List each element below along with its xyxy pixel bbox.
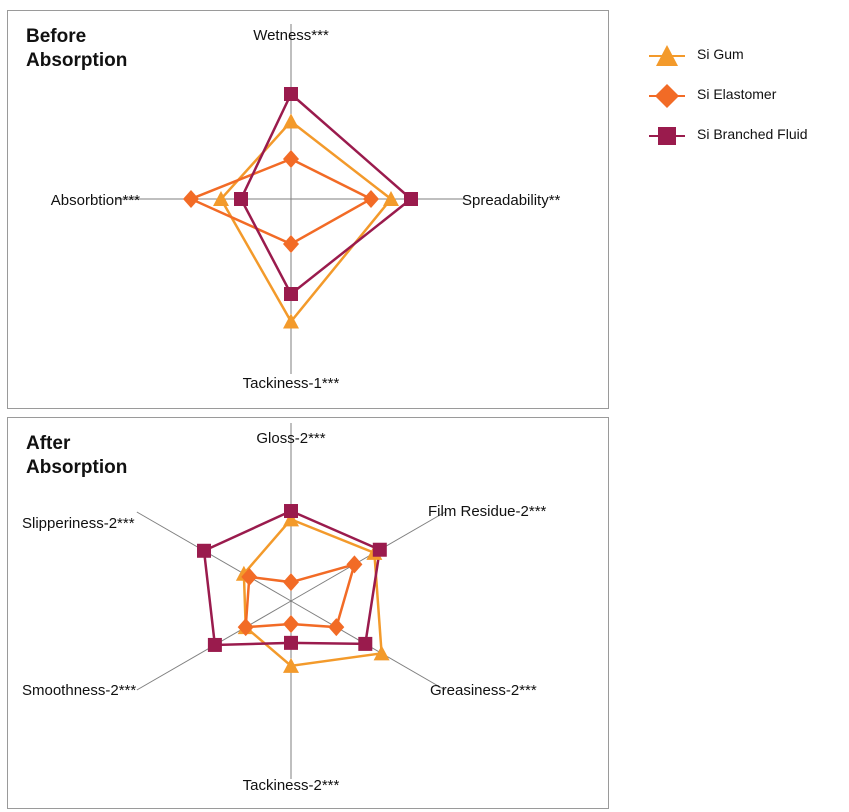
- data-point-si-branched-fluid-absorbtion: [234, 192, 248, 206]
- axis-label-smoothness-2: Smoothness-2***: [22, 682, 136, 699]
- data-point-si-branched-fluid-tackiness-2: [284, 635, 298, 650]
- legend-item-si-gum: Si Gum: [645, 36, 849, 76]
- axis-label-gloss-2: Gloss-2***: [256, 430, 325, 447]
- series-line-si-gum: [219, 119, 393, 324]
- data-point-si-elastomer-greasiness-2: [328, 618, 345, 637]
- data-point-si-gum-wetness: [283, 113, 299, 129]
- data-point-si-gum-spreadability: [383, 191, 399, 206]
- axis-line-slipperiness-2: [136, 511, 292, 602]
- legend-item-si-elastomer: Si Elastomer: [645, 76, 849, 116]
- chart-legend: Si Gum Si Elastomer Si Branched Fluid: [645, 36, 849, 156]
- data-point-si-elastomer-gloss-2: [283, 573, 299, 592]
- data-point-si-branched-fluid-smoothness-2: [207, 637, 222, 652]
- legend-label-si-gum: Si Gum: [697, 46, 744, 62]
- data-point-si-branched-fluid-gloss-2: [284, 504, 298, 519]
- before-title-line-1: Before: [26, 26, 87, 47]
- data-point-si-elastomer-tackiness-1: [283, 235, 299, 253]
- axis-label-tackiness-1: Tackiness-1***: [243, 375, 340, 392]
- after-title-line-1: After: [26, 433, 71, 454]
- radar-chart-after: Gloss-2*** Film Residue-2*** Greasiness-2*…: [22, 423, 547, 794]
- axis-label-absorbtion: Absorbtion***: [51, 192, 140, 209]
- axis-label-film-residue-2: Film Residue-2***: [428, 503, 547, 520]
- data-point-si-elastomer-wetness: [283, 150, 299, 168]
- data-point-si-elastomer-smoothness-2: [237, 618, 254, 637]
- legend-marker-diamond-icon: [649, 84, 685, 108]
- data-point-si-elastomer-film-residue-2: [346, 555, 363, 574]
- legend-label-si-branched-fluid: Si Branched Fluid: [697, 126, 808, 142]
- data-point-si-gum-tackiness-2: [283, 657, 299, 673]
- after-absorption-panel: After Absorption Gloss-2*** Film Residue-…: [7, 417, 609, 809]
- legend-item-si-branched-fluid: Si Branched Fluid: [645, 116, 849, 156]
- data-point-si-elastomer-slipperiness-2: [241, 567, 258, 586]
- data-point-si-branched-fluid-slipperiness-2: [197, 543, 212, 558]
- radar-chart-before: Wetness*** Spreadability** Tackiness-1*** A…: [51, 24, 561, 392]
- legend-marker-triangle-icon: [649, 45, 685, 66]
- data-point-si-branched-fluid-film-residue-2: [372, 542, 387, 557]
- data-point-si-branched-fluid-tackiness-1: [284, 287, 298, 301]
- axis-label-tackiness-2: Tackiness-2***: [243, 777, 340, 794]
- after-title-line-2: Absorption: [26, 457, 128, 478]
- data-point-si-elastomer-absorbtion: [183, 190, 199, 208]
- axis-label-slipperiness-2: Slipperiness-2***: [22, 515, 135, 532]
- after-absorption-title: After Absorption: [26, 432, 186, 480]
- before-title-line-2: Absorption: [26, 50, 128, 71]
- before-absorption-panel: Before Absorption Wetness*** Spreadabilit…: [7, 10, 609, 409]
- legend-label-si-elastomer: Si Elastomer: [697, 86, 777, 102]
- data-point-si-gum-greasiness-2: [373, 645, 390, 661]
- data-point-si-gum-tackiness-1: [283, 313, 299, 329]
- data-point-si-elastomer-spreadability: [363, 190, 379, 208]
- before-absorption-title: Before Absorption: [26, 25, 186, 73]
- axis-label-spreadability: Spreadability**: [462, 192, 561, 209]
- axis-line-film-residue-2: [290, 511, 446, 602]
- data-point-si-branched-fluid-greasiness-2: [358, 636, 373, 651]
- legend-marker-square-icon: [649, 127, 685, 145]
- data-point-si-elastomer-tackiness-2: [283, 615, 299, 634]
- axis-label-greasiness-2: Greasiness-2***: [430, 682, 537, 699]
- data-point-si-branched-fluid-spreadability: [404, 192, 418, 206]
- data-point-si-gum-gloss-2: [283, 511, 299, 527]
- data-point-si-gum-absorbtion: [213, 191, 229, 206]
- axis-label-wetness: Wetness***: [253, 27, 329, 44]
- data-point-si-branched-fluid-wetness: [284, 87, 298, 101]
